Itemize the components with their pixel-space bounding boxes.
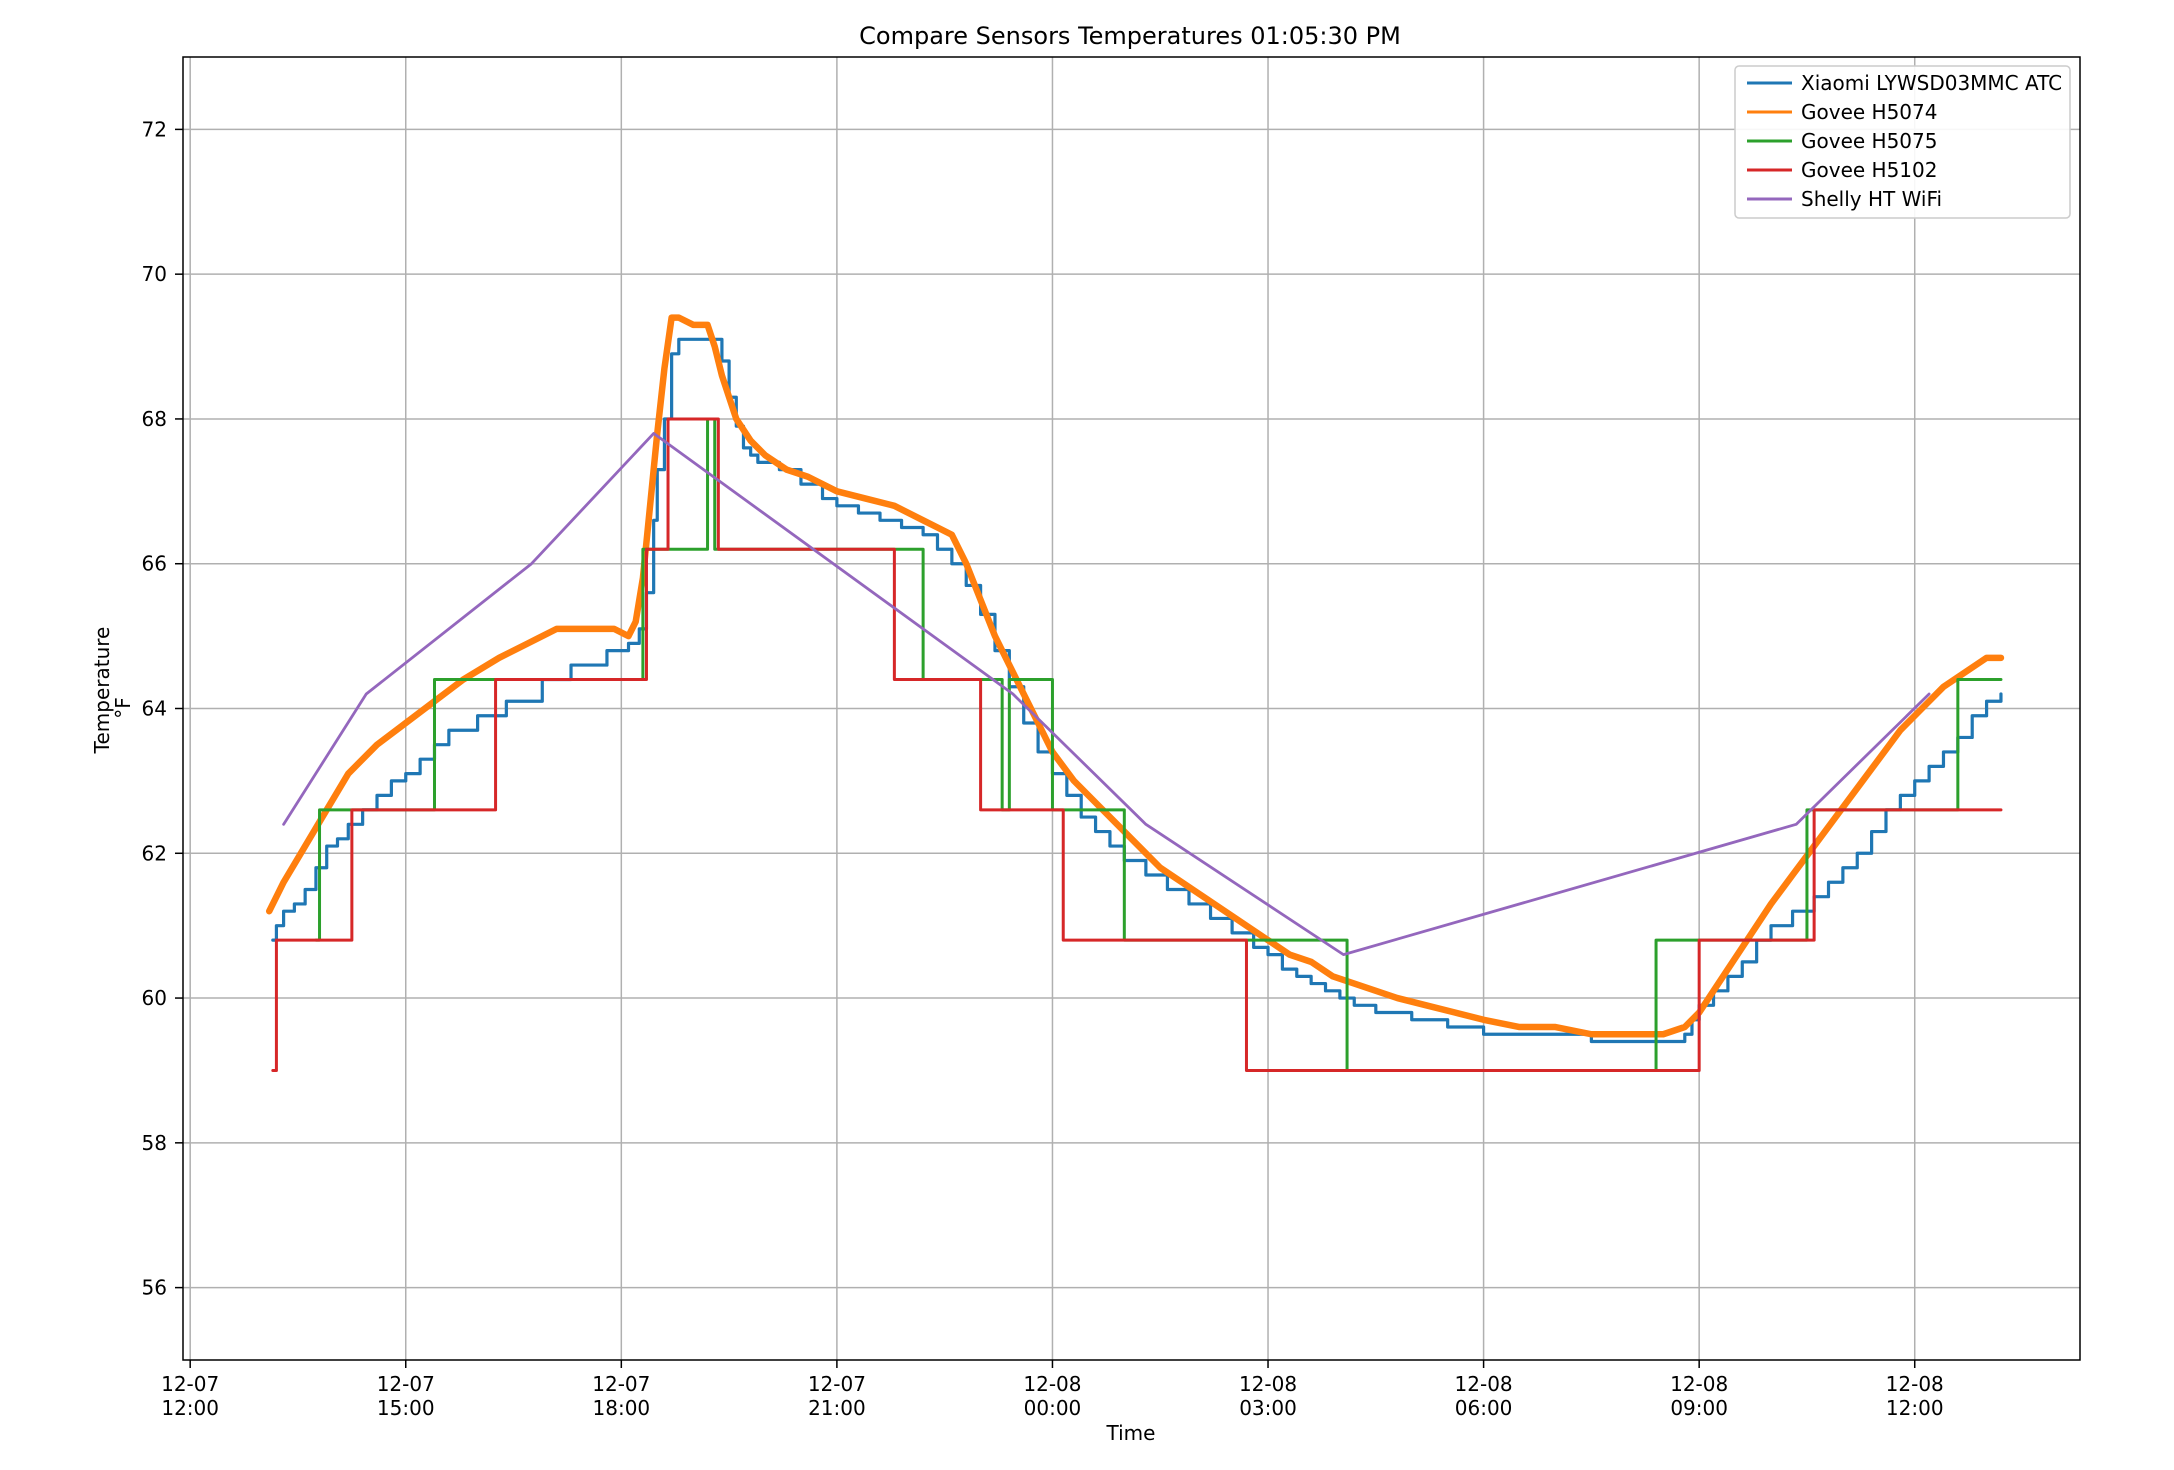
x-tick-label-date: 12-07 [377,1372,435,1396]
series-line-1 [265,314,2005,1038]
y-tick-label: 64 [142,697,167,721]
axes: 56586062646668707212-0712:0012-0715:0012… [142,117,1944,1420]
y-tick-label: 70 [142,262,167,286]
y-tick-label: 66 [142,552,167,576]
series-line-3 [271,417,2003,1072]
series-line-4 [282,432,1931,957]
y-tick-label: 68 [142,407,167,431]
y-tick-label: 56 [142,1276,167,1300]
plot-series [265,314,2005,1072]
x-axis-label: Time [1106,1421,1156,1445]
legend-label-3: Govee H5102 [1801,158,1937,182]
legend-label-1: Govee H5074 [1801,100,1937,124]
x-tick-label-date: 12-07 [808,1372,866,1396]
x-tick-label-date: 12-08 [1239,1372,1297,1396]
y-tick-label: 62 [142,841,167,865]
legend-label-4: Shelly HT WiFi [1801,187,1942,211]
x-tick-label-time: 18:00 [593,1396,651,1420]
y-tick-label: 58 [142,1131,167,1155]
y-axis-label: Temperature [90,627,114,755]
legend-label-0: Xiaomi LYWSD03MMC ATC [1801,71,2062,95]
legend: Xiaomi LYWSD03MMC ATC Govee H5074 Govee H5… [1734,65,2071,219]
x-tick-label-time: 00:00 [1024,1396,1082,1420]
chart-title: Compare Sensors Temperatures 01:05:30 PM [859,22,1401,50]
y-axis-unit-label: °F [111,697,135,719]
x-tick-label-time: 03:00 [1239,1396,1297,1420]
x-tick-label-date: 12-08 [1455,1372,1513,1396]
x-tick-label-time: 06:00 [1455,1396,1513,1420]
y-tick-label: 72 [142,117,167,141]
x-tick-label-date: 12-08 [1670,1372,1728,1396]
x-tick-label-time: 12:00 [161,1396,219,1420]
y-tick-label: 60 [142,986,167,1010]
x-tick-label-date: 12-07 [161,1372,219,1396]
legend-box [1734,65,2071,219]
x-tick-label-time: 21:00 [808,1396,866,1420]
x-tick-label-time: 15:00 [377,1396,435,1420]
x-tick-label-time: 09:00 [1670,1396,1728,1420]
x-tick-label-date: 12-08 [1886,1372,1944,1396]
x-tick-label-time: 12:00 [1886,1396,1944,1420]
x-tick-label-date: 12-08 [1023,1372,1081,1396]
legend-label-2: Govee H5075 [1801,129,1937,153]
x-tick-label-date: 12-07 [592,1372,650,1396]
